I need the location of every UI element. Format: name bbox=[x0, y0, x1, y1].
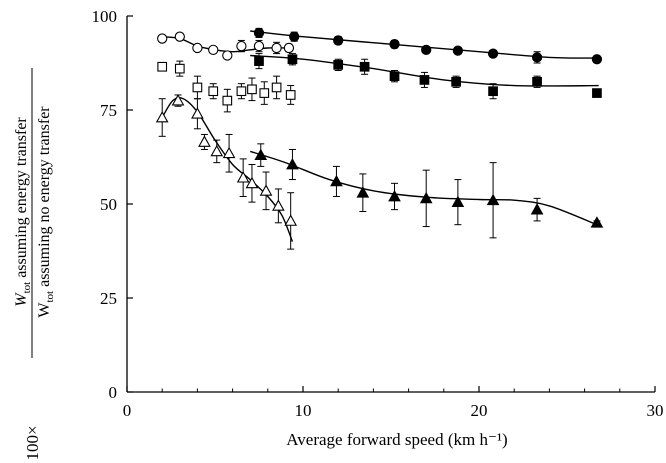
square-open-point bbox=[158, 62, 167, 71]
fit-curves bbox=[162, 31, 599, 242]
fit-curve-triangle-filled bbox=[250, 151, 597, 224]
y-label-den-w: W bbox=[36, 302, 53, 318]
y-tick-label: 25 bbox=[100, 289, 117, 308]
circle-filled-point bbox=[290, 32, 299, 41]
square-filled-point bbox=[593, 89, 602, 98]
circle-open-point bbox=[223, 51, 232, 60]
y-axis-label-prefix: 100× bbox=[23, 425, 42, 460]
square-filled-point bbox=[288, 55, 297, 64]
triangle-filled-point bbox=[389, 191, 400, 201]
square-open-point bbox=[260, 89, 269, 98]
y-tick-label: 0 bbox=[109, 383, 118, 402]
square-open-point bbox=[209, 87, 218, 96]
square-filled-point bbox=[452, 78, 461, 87]
circle-open-point bbox=[237, 41, 246, 50]
circle-filled-point bbox=[488, 49, 497, 58]
square-open-point bbox=[223, 96, 232, 105]
square-filled-point bbox=[390, 72, 399, 81]
y-tick-label: 50 bbox=[100, 195, 117, 214]
y-axis-label: 100× Wtot assuming energy transfer Wtot … bbox=[13, 68, 56, 461]
y-tick-label: 75 bbox=[100, 101, 117, 120]
square-filled-point bbox=[420, 76, 429, 85]
y-label-num-rest: assuming energy transfer bbox=[13, 117, 30, 282]
circle-open-point bbox=[254, 41, 263, 50]
triangle-open-point bbox=[199, 137, 210, 147]
circle-filled-point bbox=[334, 36, 343, 45]
triangle-filled-point bbox=[532, 204, 543, 214]
circle-open-point bbox=[193, 43, 202, 52]
x-tick-label: 10 bbox=[295, 401, 312, 420]
circle-filled-point bbox=[422, 45, 431, 54]
triangle-filled-point bbox=[592, 217, 603, 227]
square-filled-point bbox=[489, 87, 498, 96]
y-label-den-rest: assuming no energy transfer bbox=[36, 106, 53, 291]
circle-open-point bbox=[284, 43, 293, 52]
data-points bbox=[157, 28, 603, 227]
circle-filled-point bbox=[532, 53, 541, 62]
triangle-open-point bbox=[247, 178, 258, 188]
triangle-open-point bbox=[192, 108, 203, 118]
y-label-num-sub: tot bbox=[21, 282, 33, 294]
square-open-point bbox=[176, 64, 185, 73]
circle-filled-point bbox=[453, 46, 462, 55]
triangle-filled-point bbox=[255, 150, 266, 160]
square-open-point bbox=[237, 87, 246, 96]
x-axis-label: Average forward speed (km h⁻¹) bbox=[286, 430, 507, 449]
axis-labels: Average forward speed (km h⁻¹) 100× Wtot… bbox=[13, 68, 508, 461]
triangle-open-point bbox=[224, 148, 235, 158]
x-tick-label: 30 bbox=[647, 401, 664, 420]
square-filled-point bbox=[255, 57, 264, 66]
square-open-point bbox=[248, 85, 257, 94]
circle-filled-point bbox=[390, 40, 399, 49]
x-tick-label: 0 bbox=[123, 401, 132, 420]
square-open-point bbox=[286, 91, 295, 100]
y-axis-label-numerator: Wtot assuming energy transfer bbox=[13, 117, 33, 307]
triangle-open-point bbox=[157, 112, 168, 122]
circle-open-point bbox=[158, 34, 167, 43]
y-tick-label: 100 bbox=[92, 7, 118, 26]
circle-open-point bbox=[175, 32, 184, 41]
square-filled-point bbox=[533, 78, 542, 87]
y-axis-label-denominator: Wtot assuming no energy transfer bbox=[36, 106, 56, 318]
x-tick-label: 20 bbox=[471, 401, 488, 420]
circle-open-point bbox=[209, 45, 218, 54]
square-open-point bbox=[193, 83, 202, 92]
square-filled-point bbox=[360, 62, 369, 71]
square-filled-point bbox=[334, 61, 343, 70]
square-open-point bbox=[272, 83, 281, 92]
triangle-open-point bbox=[285, 216, 296, 226]
circle-open-point bbox=[272, 43, 281, 52]
circle-filled-point bbox=[254, 28, 263, 37]
fit-curve-triangle-open bbox=[162, 98, 292, 242]
circle-filled-point bbox=[592, 55, 601, 64]
y-label-den-sub: tot bbox=[44, 291, 56, 303]
